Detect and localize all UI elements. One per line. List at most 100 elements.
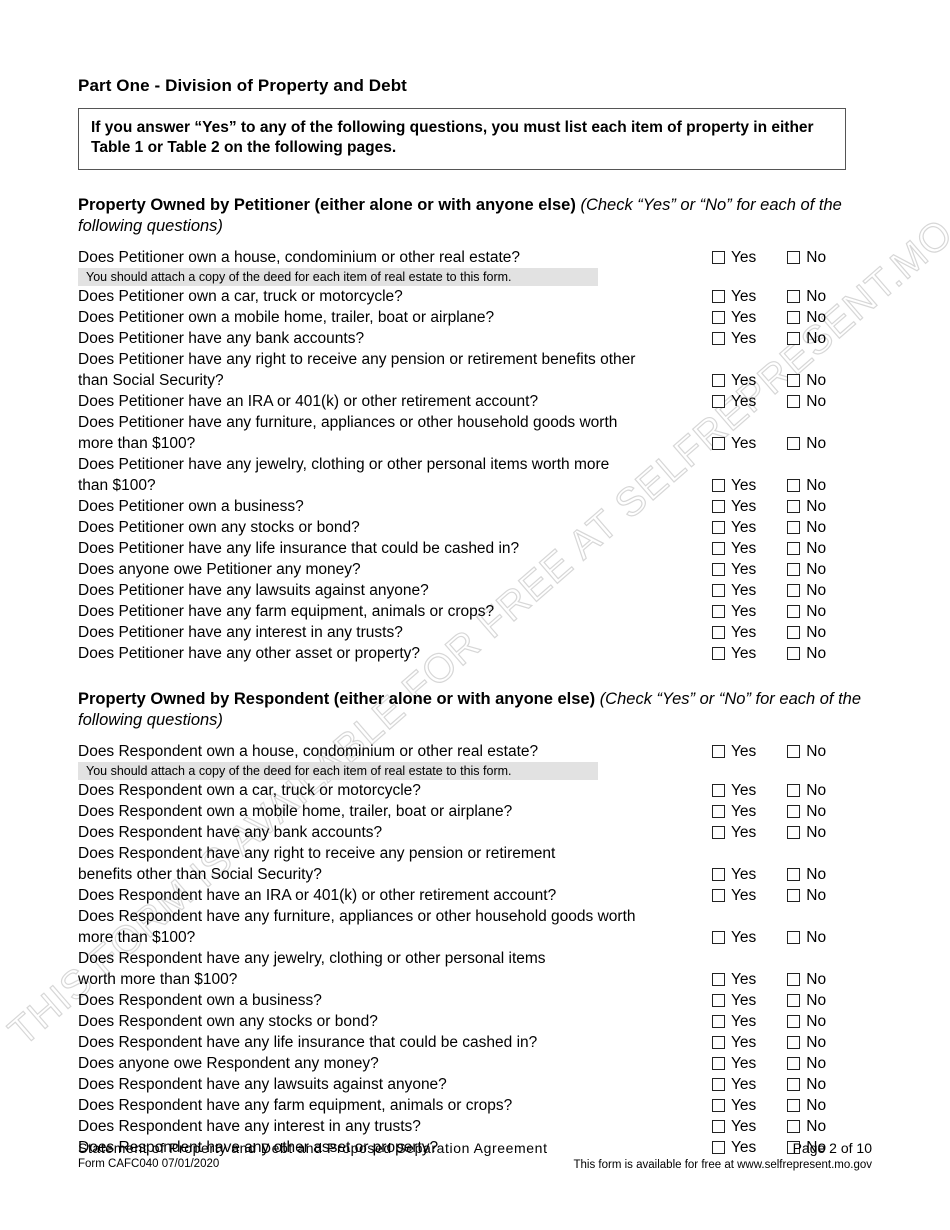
answer-option-no[interactable]: No [787,247,826,268]
answer-option-no[interactable]: No [787,741,826,762]
answer-option-no[interactable]: No [787,864,826,885]
no-checkbox[interactable] [787,804,801,818]
answer-option-yes[interactable]: Yes [712,927,756,948]
no-checkbox[interactable] [787,289,801,303]
no-checkbox[interactable] [787,373,801,387]
answer-option-yes[interactable]: Yes [712,622,756,643]
answer-option-no[interactable]: No [787,1074,826,1095]
no-checkbox[interactable] [787,520,801,534]
yes-checkbox[interactable] [712,478,725,492]
yes-checkbox[interactable] [712,625,725,639]
yes-checkbox[interactable] [712,930,725,944]
answer-option-no[interactable]: No [787,801,826,822]
yes-checkbox[interactable] [712,867,725,881]
yes-checkbox[interactable] [712,1056,725,1070]
yes-checkbox[interactable] [712,1077,725,1091]
yes-checkbox[interactable] [712,646,725,660]
no-checkbox[interactable] [787,744,801,758]
no-checkbox[interactable] [787,867,801,881]
answer-option-yes[interactable]: Yes [712,370,756,391]
answer-option-no[interactable]: No [787,1053,826,1074]
yes-checkbox[interactable] [712,972,725,986]
yes-checkbox[interactable] [712,1140,725,1154]
answer-option-yes[interactable]: Yes [712,433,756,454]
no-checkbox[interactable] [787,646,801,660]
answer-option-yes[interactable]: Yes [712,538,756,559]
no-checkbox[interactable] [787,783,801,797]
answer-option-no[interactable]: No [787,496,826,517]
no-checkbox[interactable] [787,541,801,555]
answer-option-no[interactable]: No [787,538,826,559]
yes-checkbox[interactable] [712,1035,725,1049]
no-checkbox[interactable] [787,250,801,264]
answer-option-yes[interactable]: Yes [712,822,756,843]
answer-option-no[interactable]: No [787,1032,826,1053]
no-checkbox[interactable] [787,436,801,450]
no-checkbox[interactable] [787,394,801,408]
answer-option-yes[interactable]: Yes [712,1011,756,1032]
answer-option-yes[interactable]: Yes [712,247,756,268]
yes-checkbox[interactable] [712,1014,725,1028]
no-checkbox[interactable] [787,604,801,618]
answer-option-no[interactable]: No [787,517,826,538]
no-checkbox[interactable] [787,562,801,576]
answer-option-yes[interactable]: Yes [712,990,756,1011]
answer-option-yes[interactable]: Yes [712,475,756,496]
yes-checkbox[interactable] [712,331,725,345]
answer-option-no[interactable]: No [787,885,826,906]
yes-checkbox[interactable] [712,499,725,513]
answer-option-no[interactable]: No [787,622,826,643]
yes-checkbox[interactable] [712,804,725,818]
no-checkbox[interactable] [787,583,801,597]
answer-option-yes[interactable]: Yes [712,307,756,328]
no-checkbox[interactable] [787,1014,801,1028]
yes-checkbox[interactable] [712,825,725,839]
answer-option-yes[interactable]: Yes [712,741,756,762]
answer-option-no[interactable]: No [787,433,826,454]
yes-checkbox[interactable] [712,250,725,264]
answer-option-no[interactable]: No [787,969,826,990]
answer-option-yes[interactable]: Yes [712,559,756,580]
answer-option-no[interactable]: No [787,307,826,328]
yes-checkbox[interactable] [712,783,725,797]
answer-option-yes[interactable]: Yes [712,864,756,885]
no-checkbox[interactable] [787,1056,801,1070]
yes-checkbox[interactable] [712,541,725,555]
answer-option-no[interactable]: No [787,643,826,664]
answer-option-no[interactable]: No [787,328,826,349]
no-checkbox[interactable] [787,1035,801,1049]
no-checkbox[interactable] [787,1119,801,1133]
answer-option-no[interactable]: No [787,559,826,580]
answer-option-no[interactable]: No [787,475,826,496]
no-checkbox[interactable] [787,1140,801,1154]
answer-option-yes[interactable]: Yes [712,1074,756,1095]
yes-checkbox[interactable] [712,289,725,303]
no-checkbox[interactable] [787,625,801,639]
answer-option-no[interactable]: No [787,822,826,843]
yes-checkbox[interactable] [712,310,725,324]
yes-checkbox[interactable] [712,1098,725,1112]
no-checkbox[interactable] [787,310,801,324]
answer-option-yes[interactable]: Yes [712,286,756,307]
answer-option-no[interactable]: No [787,1011,826,1032]
answer-option-yes[interactable]: Yes [712,1053,756,1074]
yes-checkbox[interactable] [712,888,725,902]
answer-option-no[interactable]: No [787,780,826,801]
yes-checkbox[interactable] [712,373,725,387]
answer-option-yes[interactable]: Yes [712,391,756,412]
answer-option-yes[interactable]: Yes [712,1116,756,1137]
answer-option-no[interactable]: No [787,1095,826,1116]
yes-checkbox[interactable] [712,394,725,408]
no-checkbox[interactable] [787,888,801,902]
no-checkbox[interactable] [787,1077,801,1091]
answer-option-yes[interactable]: Yes [712,969,756,990]
answer-option-yes[interactable]: Yes [712,885,756,906]
no-checkbox[interactable] [787,478,801,492]
answer-option-yes[interactable]: Yes [712,517,756,538]
answer-option-no[interactable]: No [787,927,826,948]
yes-checkbox[interactable] [712,436,725,450]
answer-option-yes[interactable]: Yes [712,328,756,349]
yes-checkbox[interactable] [712,562,725,576]
no-checkbox[interactable] [787,825,801,839]
answer-option-no[interactable]: No [787,286,826,307]
